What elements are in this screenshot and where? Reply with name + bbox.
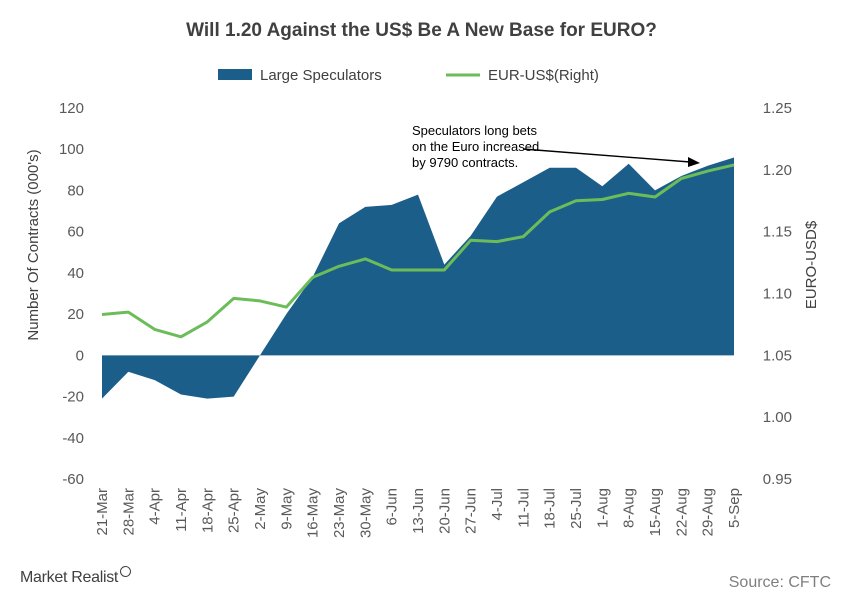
chart-title: Will 1.20 Against the US$ Be A New Base … (186, 20, 657, 41)
x-axis: 21-Mar 28-Mar 4-Apr 11-Apr 18-Apr 25-Apr 2-May… (94, 488, 743, 539)
x-tick-label: 25-Apr (226, 488, 243, 533)
y2-axis-title: EURO-USD$ (803, 220, 820, 309)
series-area-large-speculators (102, 157, 734, 399)
y-tick-label: 100 (59, 141, 84, 158)
x-tick-label: 4-Apr (147, 488, 164, 525)
x-tick-label: 29-Aug (700, 488, 717, 536)
x-tick-label: 28-Mar (120, 488, 137, 536)
y-tick-label: 0 (76, 347, 84, 364)
x-tick-label: 9-May (278, 488, 295, 530)
y-tick-label: 80 (67, 182, 84, 199)
series-line-eur-usd (101, 163, 735, 339)
annotation-arrow-line (522, 148, 691, 163)
x-tick-label: 20-Jun (436, 488, 453, 534)
y2-tick-label: 0.95 (763, 471, 792, 488)
y2-tick-label: 1.05 (763, 347, 792, 364)
x-tick-label: 27-Jun (463, 488, 480, 534)
x-tick-label: 13-Jun (410, 488, 427, 534)
x-tick-label: 30-May (357, 488, 374, 539)
x-tick-label: 6-Jun (384, 488, 401, 526)
x-tick-label: 11-Apr (173, 488, 190, 532)
y2-tick-label: 1.25 (763, 100, 792, 117)
x-tick-label: 2-May (252, 488, 269, 530)
x-tick-label: 11-Jul (515, 488, 532, 528)
y-tick-label: 60 (67, 224, 84, 241)
x-tick-label: 18-Apr (199, 488, 216, 533)
x-tick-label: 21-Mar (94, 488, 111, 536)
magnifier-icon (120, 566, 132, 577)
y-tick-label: -20 (62, 389, 84, 406)
y-tick-label: -60 (62, 471, 84, 488)
x-tick-label: 5-Sep (726, 488, 743, 528)
annotation: Speculators long bets on the Euro increa… (412, 123, 700, 170)
legend-label-eur-usd: EUR-US$(Right) (488, 67, 599, 84)
legend: Large Speculators EUR-US$(Right) (218, 67, 599, 84)
y-axis-title: Number Of Contracts (000's) (25, 149, 42, 340)
x-tick-label: 4-Jul (489, 488, 506, 521)
annotation-line-2: on the Euro increased (412, 139, 539, 154)
x-tick-label: 25-Jul (568, 488, 585, 529)
x-tick-label: 18-Jul (542, 488, 559, 529)
annotation-arrowhead (688, 157, 700, 167)
y2-tick-label: 1.20 (763, 162, 792, 179)
x-tick-label: 16-May (305, 488, 322, 539)
legend-label-large-speculators: Large Speculators (260, 67, 382, 84)
y2-tick-label: 1.10 (763, 286, 792, 303)
x-tick-label: 1-Aug (594, 488, 611, 528)
y-tick-label: 120 (59, 100, 84, 117)
x-tick-label: 15-Aug (647, 488, 664, 536)
y-axis-left: 120 100 80 60 40 20 0 -20 -40 -60 (59, 100, 84, 488)
plot-area (101, 157, 735, 399)
y2-tick-label: 1.15 (763, 224, 792, 241)
y-tick-label: 20 (67, 306, 84, 323)
y-tick-label: 40 (67, 265, 84, 282)
brand-logo: Market Realist (20, 566, 132, 587)
y-tick-label: -40 (62, 430, 84, 447)
brand-name: Market Realist (20, 569, 119, 586)
legend-swatch-large-speculators (218, 69, 252, 80)
annotation-line-1: Speculators long bets (412, 123, 538, 138)
y2-tick-label: 1.00 (763, 409, 792, 426)
x-tick-label: 8-Aug (621, 488, 638, 528)
y-axis-right: 1.25 1.20 1.15 1.10 1.05 1.00 0.95 (763, 100, 792, 488)
x-tick-label: 23-May (331, 488, 348, 539)
annotation-line-3: by 9790 contracts. (412, 155, 518, 170)
x-tick-label: 22-Aug (673, 488, 690, 536)
source-note: Source: CFTC (728, 574, 831, 591)
